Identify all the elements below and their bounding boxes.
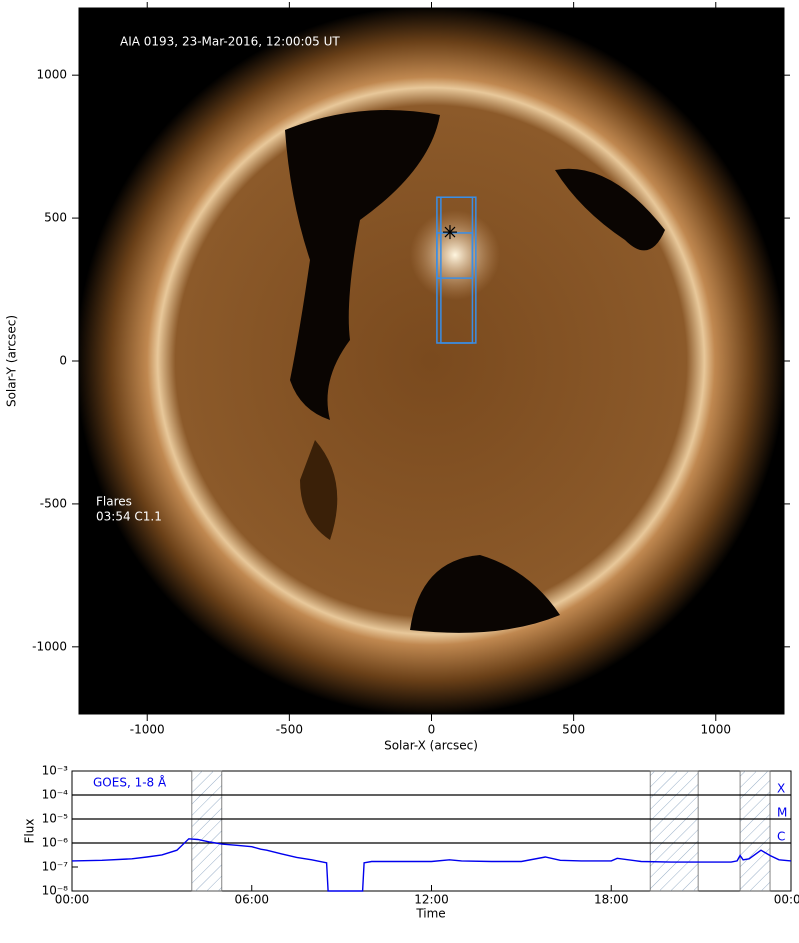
flare-interval	[192, 771, 222, 891]
x-tick-label: -500	[276, 723, 303, 737]
y-tick-label: 10⁻⁴	[42, 788, 69, 802]
annotation: Flares	[96, 495, 132, 509]
x-tick-label: 18:00	[594, 893, 629, 907]
x-tick-label: 00:00	[55, 893, 90, 907]
x-tick-label: 500	[562, 723, 585, 737]
class-label: X	[777, 782, 785, 796]
y-tick-label: -500	[40, 496, 67, 510]
x-axis-label: Time	[415, 907, 445, 921]
y-axis-label: Flux	[23, 819, 37, 844]
flare-marker	[443, 225, 457, 239]
annotation: 03:54 C1.1	[96, 510, 162, 524]
x-tick-label: 1000	[701, 723, 732, 737]
flare-interval	[650, 771, 698, 891]
image-title: AIA 0193, 23-Mar-2016, 12:00:05 UT	[120, 35, 340, 49]
y-tick-label: -1000	[32, 639, 67, 653]
aia-panel: AIA 0193, 23-Mar-2016, 12:00:05 UT Flare…	[5, 2, 791, 753]
y-tick-label: 1000	[36, 68, 67, 82]
x-axis-label: Solar-X (arcsec)	[384, 739, 478, 753]
active-region	[410, 210, 500, 300]
x-tick-label: 00:00	[774, 893, 799, 907]
y-tick-label: 10⁻⁵	[42, 812, 69, 826]
x-tick-label: 12:00	[414, 893, 449, 907]
x-tick-label: 06:00	[234, 893, 269, 907]
sun-image	[76, 6, 786, 716]
y-tick-label: 10⁻⁷	[42, 860, 69, 874]
y-tick-label: 0	[59, 354, 67, 368]
goes-panel: Time Flux GOES, 1-8 Å XMC10⁻⁸10⁻⁷10⁻⁶10⁻…	[23, 764, 799, 921]
y-axis-label: Solar-Y (arcsec)	[5, 315, 19, 407]
class-label: C	[777, 830, 785, 844]
y-tick-label: 10⁻³	[42, 764, 69, 778]
x-tick-label: -1000	[130, 723, 165, 737]
legend: GOES, 1-8 Å	[93, 775, 167, 790]
x-tick-label: 0	[428, 723, 436, 737]
class-label: M	[777, 806, 787, 820]
flare-interval	[740, 771, 770, 891]
y-tick-label: 10⁻⁶	[42, 836, 69, 850]
y-tick-label: 500	[44, 211, 67, 225]
